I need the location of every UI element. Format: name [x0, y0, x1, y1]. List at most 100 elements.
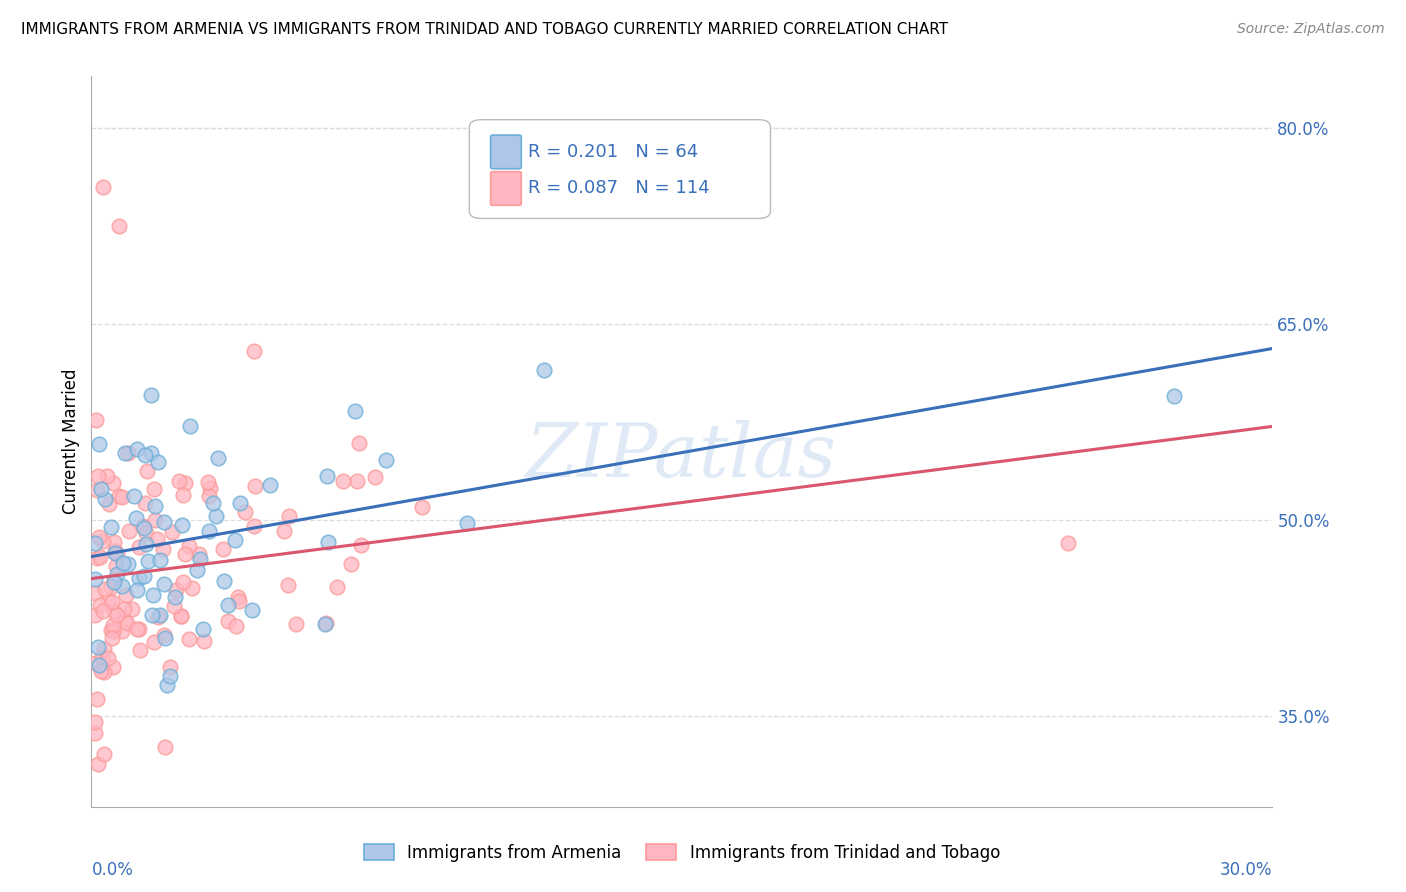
Point: [103, 604, 125, 618]
Point: [143, 500, 166, 514]
Point: [456, 516, 478, 530]
Point: [143, 634, 166, 648]
Point: [316, 535, 339, 549]
Point: [217, 614, 239, 628]
Text: R = 0.087   N = 114: R = 0.087 N = 114: [529, 179, 710, 197]
Point: [1056, 536, 1078, 550]
Point: [100, 623, 122, 637]
Point: [114, 446, 136, 460]
Point: [259, 478, 281, 492]
Point: [155, 739, 177, 754]
Text: 0.0%: 0.0%: [91, 861, 134, 880]
Point: [314, 617, 336, 632]
Point: [105, 547, 128, 561]
Point: [170, 609, 193, 624]
Point: [332, 474, 354, 488]
Point: [87, 437, 110, 451]
Point: [214, 574, 236, 588]
Point: [122, 489, 145, 503]
Point: [103, 535, 125, 549]
Point: [84, 657, 107, 671]
Point: [111, 579, 134, 593]
Point: [159, 669, 181, 683]
Point: [142, 483, 165, 497]
Text: IMMIGRANTS FROM ARMENIA VS IMMIGRANTS FROM TRINIDAD AND TOBAGO CURRENTLY MARRIED: IMMIGRANTS FROM ARMENIA VS IMMIGRANTS FR…: [21, 22, 948, 37]
Point: [84, 715, 107, 730]
Point: [115, 588, 138, 602]
Point: [153, 516, 176, 530]
Point: [86, 757, 108, 772]
Point: [172, 575, 194, 590]
Text: Source: ZipAtlas.com: Source: ZipAtlas.com: [1237, 22, 1385, 37]
Point: [181, 581, 204, 595]
Point: [141, 607, 163, 622]
Point: [128, 643, 150, 657]
Point: [233, 505, 256, 519]
Point: [174, 476, 197, 491]
Point: [207, 450, 229, 465]
Point: [197, 475, 219, 490]
Point: [94, 492, 117, 507]
Point: [91, 179, 114, 194]
Point: [91, 534, 114, 549]
FancyBboxPatch shape: [491, 171, 522, 205]
Point: [105, 559, 128, 574]
Point: [101, 660, 124, 674]
Point: [343, 404, 366, 418]
Point: [103, 574, 125, 589]
Point: [93, 641, 115, 656]
Point: [112, 556, 135, 570]
Point: [139, 446, 162, 460]
Point: [89, 657, 111, 672]
Point: [160, 524, 183, 539]
Point: [186, 563, 208, 577]
Point: [226, 590, 249, 604]
Point: [145, 513, 167, 527]
Point: [97, 651, 120, 665]
Point: [134, 568, 156, 582]
FancyBboxPatch shape: [470, 120, 770, 219]
Point: [125, 622, 148, 636]
Point: [132, 518, 155, 533]
Point: [125, 582, 148, 597]
Point: [128, 622, 150, 636]
Point: [89, 549, 111, 564]
Point: [325, 580, 347, 594]
Point: [97, 594, 120, 608]
Point: [87, 468, 110, 483]
Point: [114, 614, 136, 628]
Point: [159, 660, 181, 674]
Point: [84, 586, 107, 600]
Point: [149, 552, 172, 566]
Point: [340, 557, 363, 571]
Point: [101, 618, 124, 632]
Point: [127, 442, 149, 456]
Point: [225, 619, 247, 633]
Point: [134, 496, 156, 510]
Point: [98, 497, 121, 511]
Point: [100, 580, 122, 594]
Point: [100, 520, 122, 534]
Point: [84, 572, 107, 586]
Point: [86, 691, 108, 706]
Point: [84, 726, 107, 740]
Point: [84, 413, 107, 427]
Legend: Immigrants from Armenia, Immigrants from Trinidad and Tobago: Immigrants from Armenia, Immigrants from…: [357, 837, 1007, 869]
Point: [93, 747, 115, 762]
Point: [375, 452, 398, 467]
Point: [128, 540, 150, 554]
Point: [243, 479, 266, 493]
Point: [163, 599, 186, 613]
Point: [136, 554, 159, 568]
Point: [108, 489, 131, 503]
Point: [347, 436, 370, 450]
Point: [197, 524, 219, 538]
Point: [103, 624, 125, 639]
Point: [89, 665, 111, 679]
Point: [202, 496, 225, 510]
Point: [217, 598, 239, 612]
Point: [86, 483, 108, 498]
Point: [315, 616, 337, 631]
Point: [146, 455, 169, 469]
Point: [179, 419, 201, 434]
